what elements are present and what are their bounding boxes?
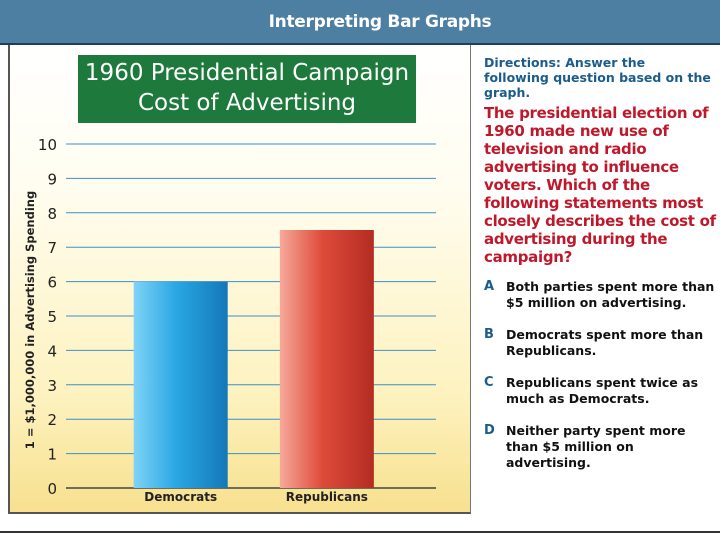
bar-democrats xyxy=(133,281,228,488)
y-axis-label-text: 1 = $1,000,000 in Advertising Spending xyxy=(23,190,37,450)
y-tick-labels: 0 1 2 3 4 5 6 7 8 9 10 xyxy=(38,136,57,498)
answer-text: Democrats spent more than Republicans. xyxy=(506,327,704,358)
y-tick-label: 6 xyxy=(47,274,57,292)
answer-option-b[interactable]: B Democrats spent more than Republicans. xyxy=(484,327,716,359)
chart-title: 1960 Presidential Campaign Cost of Adver… xyxy=(78,55,416,123)
x-tick-label-republicans: Republicans xyxy=(286,490,368,504)
y-tick-label: 0 xyxy=(47,480,57,498)
answer-text: Republicans spent twice as much as Democ… xyxy=(506,375,699,406)
answer-text: Both parties spent more than $5 million … xyxy=(506,279,715,310)
y-tick-label: 4 xyxy=(47,342,57,360)
answer-text: Neither party spent more than $5 million… xyxy=(506,423,686,470)
x-tick-label-democrats: Democrats xyxy=(144,490,217,504)
answer-option-d[interactable]: D Neither party spent more than $5 milli… xyxy=(484,423,716,471)
answer-letter: B xyxy=(484,327,494,342)
answer-letter: A xyxy=(484,279,495,294)
answer-option-c[interactable]: C Republicans spent twice as much as Dem… xyxy=(484,375,716,407)
y-tick-label: 9 xyxy=(47,170,57,188)
grid-lines xyxy=(66,143,436,489)
y-tick-label: 8 xyxy=(47,205,57,223)
chart-title-line-2: Cost of Advertising xyxy=(137,90,357,116)
y-tick-label: 5 xyxy=(47,308,57,326)
answer-letter: D xyxy=(484,423,495,438)
header-divider xyxy=(0,43,720,45)
y-tick-label: 2 xyxy=(47,411,57,429)
page-title: Interpreting Bar Graphs xyxy=(268,12,492,32)
answer-letter: C xyxy=(484,375,494,390)
answer-option-a[interactable]: A Both parties spent more than $5 millio… xyxy=(484,279,716,311)
y-tick-label: 1 xyxy=(47,446,57,464)
y-tick-label: 7 xyxy=(47,239,57,257)
answer-list: A Both parties spent more than $5 millio… xyxy=(484,279,716,487)
question-text: The presidential election of 1960 made n… xyxy=(484,104,716,266)
chart-panel xyxy=(8,45,471,514)
x-tick-labels: Democrats Republicans xyxy=(144,490,368,504)
y-tick-label: 3 xyxy=(47,377,57,395)
header-bar: Interpreting Bar Graphs xyxy=(0,0,720,43)
bars xyxy=(133,230,374,488)
bottom-divider xyxy=(0,531,720,533)
chart-title-line-1: 1960 Presidential Campaign xyxy=(84,60,410,86)
directions-text: Directions: Answer the following questio… xyxy=(484,55,711,100)
bar-chart: 0 1 2 3 4 5 6 7 8 9 10 Democrats Republicans xyxy=(38,136,436,504)
bar-republicans xyxy=(279,230,374,488)
y-tick-label: 10 xyxy=(38,136,57,154)
